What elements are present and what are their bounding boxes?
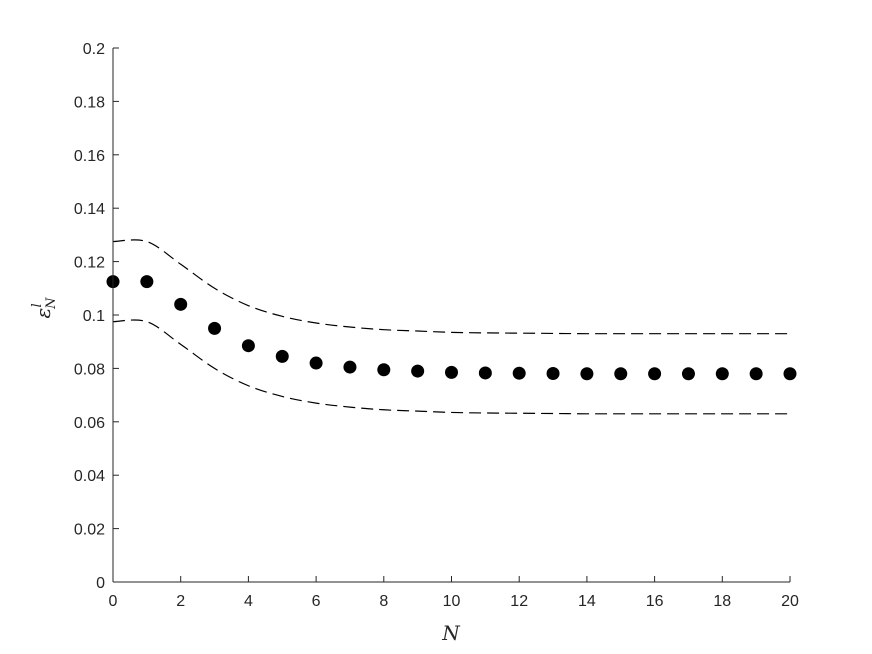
y-tick-label: 0.18: [74, 94, 105, 111]
x-tick-label: 8: [379, 593, 388, 610]
data-point: [546, 366, 560, 380]
data-point: [648, 367, 662, 381]
x-axis-label: N: [441, 621, 461, 645]
y-tick-label: 0.04: [74, 468, 105, 485]
axes: 0 2 4 6 8 10 12 14 16 18 20 0 0.02 0.04 0.06 0.08 0.1 0.1…: [74, 41, 799, 610]
x-tick-label: 2: [176, 593, 185, 610]
y-axis-label: εNl: [30, 297, 59, 319]
x-tick-label: 0: [109, 593, 118, 610]
y-tick-label: 0.16: [74, 148, 105, 165]
x-tick-label: 4: [244, 593, 253, 610]
y-tick-label: 0.08: [74, 361, 105, 378]
y-tick-label: 0.12: [74, 255, 105, 272]
x-tick-label: 14: [578, 593, 596, 610]
y-axis-label-superscript: l: [30, 303, 45, 307]
data-point: [241, 339, 255, 353]
y-tick-label: 0.02: [74, 522, 105, 539]
y-tick-label: 0.1: [83, 308, 105, 325]
data-point: [512, 366, 526, 380]
data-point: [411, 364, 425, 378]
data-point: [208, 321, 222, 335]
data-point: [309, 356, 323, 370]
y-tick-label: 0: [96, 575, 105, 592]
y-tick-label: 0.14: [74, 201, 105, 218]
data-point: [174, 297, 188, 311]
series-dashed-line: [112, 239, 790, 335]
x-tick-label: 6: [312, 593, 321, 610]
data-point: [580, 367, 594, 381]
svg-text:εNl: εNl: [30, 297, 59, 319]
data-point: [478, 366, 492, 380]
data-point: [343, 360, 357, 374]
data-point: [140, 275, 154, 289]
plot-area: [106, 239, 797, 415]
y-axis-label-subscript: N: [44, 297, 59, 310]
y-axis-label-base: ε: [31, 308, 55, 319]
x-tick-label: 20: [781, 593, 799, 610]
x-tick-label: 18: [713, 593, 731, 610]
y-tick-label: 0.2: [83, 41, 105, 58]
series-dashed-line: [112, 319, 790, 415]
data-point: [715, 367, 729, 381]
data-point: [377, 363, 391, 377]
data-point: [275, 349, 289, 363]
data-point: [445, 365, 458, 379]
data-point: [614, 367, 628, 381]
x-tick-label: 16: [646, 593, 664, 610]
x-tick-label: 12: [510, 593, 528, 610]
x-tick-label: 10: [443, 593, 461, 610]
data-point: [783, 367, 797, 381]
data-point: [749, 367, 763, 381]
data-point: [681, 367, 695, 381]
y-tick-label: 0.06: [74, 415, 105, 432]
